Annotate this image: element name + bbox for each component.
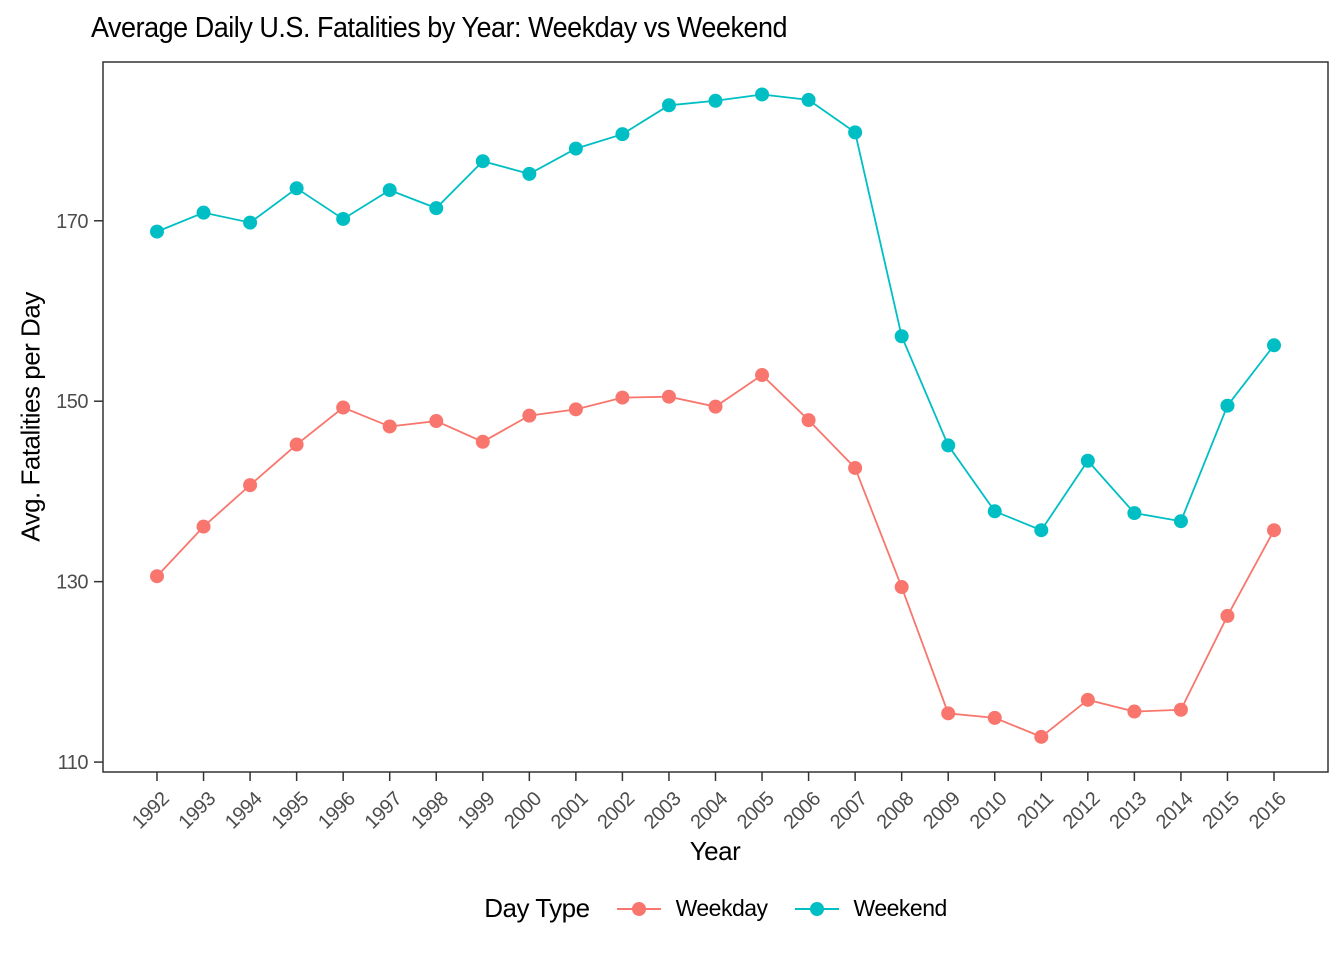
data-point-weekend-2011 [1034, 523, 1049, 538]
data-point-weekend-1999 [475, 154, 490, 169]
x-tick-label: 2004 [686, 788, 732, 834]
data-point-weekend-2001 [568, 141, 583, 156]
data-point-weekday-1997 [382, 419, 397, 434]
y-axis-title: Avg. Fatalities per Day [15, 292, 46, 542]
data-point-weekday-1998 [429, 414, 444, 429]
data-point-weekday-1992 [150, 569, 164, 584]
data-point-weekend-2008 [894, 329, 909, 344]
data-point-weekend-2006 [801, 92, 816, 107]
data-point-weekday-2011 [1034, 729, 1049, 744]
data-point-weekend-2003 [661, 98, 676, 113]
data-point-weekend-2015 [1220, 398, 1235, 413]
data-point-weekday-2010 [987, 710, 1002, 725]
x-tick-label: 2016 [1245, 788, 1291, 834]
x-tick-label: 2014 [1152, 788, 1198, 834]
data-point-weekend-1996 [336, 211, 351, 226]
x-tick-label: 1999 [454, 788, 500, 834]
x-tick-label: 2011 [1013, 788, 1058, 833]
data-point-weekend-1998 [429, 201, 444, 216]
data-point-weekend-2002 [615, 127, 630, 142]
x-tick-label: 2005 [733, 788, 779, 834]
x-tick-label: 2007 [826, 788, 872, 834]
data-point-weekend-2012 [1080, 453, 1095, 468]
panel-border [102, 61, 1329, 773]
data-point-weekday-1995 [289, 437, 304, 452]
weekday-key-icon [616, 901, 661, 916]
x-tick-label: 1995 [268, 788, 314, 834]
chart-title: Average Daily U.S. Fatalities by Year: W… [91, 12, 788, 44]
legend-title: Day Type [484, 893, 590, 923]
data-point-weekday-2002 [615, 390, 630, 405]
x-tick-label: 2015 [1198, 788, 1244, 834]
legend-label-weekday: Weekday [675, 895, 768, 921]
x-tick-label: 2009 [919, 788, 965, 834]
x-tick-label: 2003 [640, 788, 686, 834]
x-tick-label: 1996 [314, 788, 360, 834]
x-tick-label: 1998 [407, 788, 453, 834]
data-point-weekday-2006 [801, 413, 816, 428]
data-point-weekend-1993 [196, 205, 211, 220]
x-tick-label: 1992 [128, 788, 174, 834]
y-tick-label: 130 [56, 572, 88, 594]
data-point-weekend-2009 [941, 438, 956, 453]
x-tick-label: 2001 [547, 788, 593, 834]
y-tick-label: 170 [56, 211, 88, 233]
data-point-weekday-2003 [661, 389, 676, 404]
data-point-weekday-2008 [894, 580, 909, 595]
data-point-weekend-2000 [522, 166, 537, 181]
x-tick-label: 1993 [174, 788, 220, 834]
data-point-weekend-2005 [755, 87, 770, 102]
data-point-weekend-1995 [289, 181, 304, 196]
data-point-weekday-1994 [243, 478, 258, 493]
data-point-weekend-2004 [708, 93, 723, 108]
data-point-weekday-2009 [941, 706, 956, 721]
data-point-weekend-2014 [1173, 514, 1188, 529]
y-tick-label: 150 [56, 391, 88, 413]
data-point-weekday-1993 [196, 519, 211, 534]
data-point-weekend-2010 [987, 504, 1002, 519]
data-point-weekday-2014 [1173, 702, 1188, 717]
data-point-weekend-1994 [243, 215, 258, 230]
legend-item-weekday: Weekday [616, 895, 768, 922]
x-tick-label: 2010 [966, 788, 1012, 834]
data-point-weekday-2000 [522, 408, 537, 423]
data-point-weekday-2005 [755, 368, 770, 383]
x-tick-label: 2002 [593, 788, 639, 834]
x-tick-label: 2000 [500, 788, 546, 834]
x-tick-label: 2012 [1059, 788, 1105, 834]
legend: Day Type Weekday Weekend [103, 893, 1328, 924]
x-tick-label: 2006 [780, 788, 826, 834]
data-point-weekday-2007 [848, 460, 863, 475]
x-tick-label: 2008 [873, 788, 919, 834]
data-point-weekday-2001 [568, 402, 583, 417]
x-tick-label: 2013 [1105, 788, 1151, 834]
y-tick-label: 110 [58, 752, 89, 774]
x-tick-label: 1994 [221, 788, 267, 834]
data-point-weekend-2007 [848, 125, 863, 140]
legend-item-weekend: Weekend [794, 895, 947, 922]
data-point-weekday-1999 [475, 434, 490, 449]
data-point-weekend-2013 [1127, 506, 1142, 521]
data-point-weekday-2015 [1220, 608, 1235, 623]
data-point-weekday-2013 [1127, 704, 1142, 719]
data-point-weekend-1992 [150, 224, 164, 239]
x-axis-title: Year [689, 836, 741, 866]
x-tick-label: 1997 [361, 788, 407, 834]
data-point-weekday-2004 [708, 399, 723, 414]
legend-label-weekend: Weekend [853, 895, 948, 921]
data-point-weekend-1997 [382, 183, 397, 198]
data-point-weekday-2012 [1080, 692, 1095, 707]
data-point-weekday-1996 [336, 400, 351, 415]
data-point-weekday-2016 [1267, 523, 1281, 538]
data-point-weekend-2016 [1267, 338, 1281, 353]
weekend-key-icon [794, 901, 839, 916]
